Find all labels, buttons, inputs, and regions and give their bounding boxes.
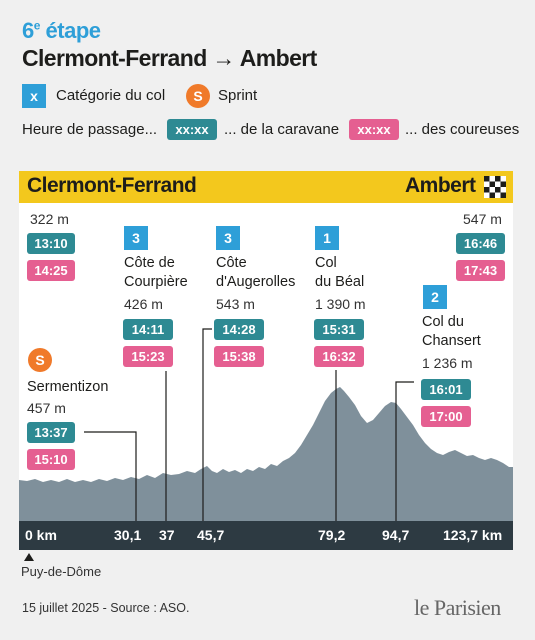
finish-city: Ambert <box>405 174 476 197</box>
riders-legend-label: ... des coureuses <box>405 121 520 138</box>
chansert-name-line1: Col du <box>422 314 464 330</box>
chansert-category-badge: 2 <box>423 285 447 309</box>
sprint-name: Sermentizon <box>27 379 109 395</box>
km-marker-finish: 123,7 km <box>443 527 503 543</box>
km-marker-beal: 79,2 <box>318 527 346 543</box>
elevation-profile <box>19 328 513 521</box>
sprint-legend-label: Sprint <box>218 87 258 104</box>
start-riders-time: 14:25 <box>27 260 75 281</box>
start-pointer-icon <box>24 553 34 561</box>
profile-header-bar <box>19 171 513 203</box>
courpiere-category-badge: 3 <box>124 226 148 250</box>
stage-number: 6e étape <box>22 18 101 43</box>
chansert-altitude: 1 236 m <box>422 355 473 371</box>
profile-shape <box>19 387 513 521</box>
chansert-riders-time: 17:00 <box>421 406 471 427</box>
km-marker-augerolles: 45,7 <box>197 527 225 543</box>
beal-caravan-time: 15:31 <box>314 319 364 340</box>
courpiere-altitude: 426 m <box>124 296 163 312</box>
finish-caravan-time: 16:46 <box>456 233 505 254</box>
distance-bar <box>19 521 513 550</box>
time-legend-label: Heure de passage... <box>22 121 158 138</box>
beal-category-badge: 1 <box>315 226 339 250</box>
sprint-caravan-time: 13:37 <box>27 422 75 443</box>
route-title: Clermont-Ferrand → Ambert <box>22 45 317 71</box>
augerolles-altitude: 543 m <box>216 296 255 312</box>
sprint-badge: S <box>28 348 52 372</box>
sprint-leader-line <box>84 431 137 521</box>
chansert-leader-line <box>395 381 414 521</box>
caravan-legend-label: ... de la caravane <box>224 121 340 138</box>
km-marker-start: 0 km <box>25 527 57 543</box>
sprint-altitude: 457 m <box>27 400 66 416</box>
km-marker-courpiere: 37 <box>159 527 175 543</box>
brand-logo: le Parisien <box>414 595 501 620</box>
augerolles-riders-time: 15:38 <box>214 346 264 367</box>
checkered-flag-icon <box>484 176 506 198</box>
beal-name-line2: du Béal <box>315 274 365 290</box>
augerolles-caravan-time: 14:28 <box>214 319 264 340</box>
beal-riders-time: 16:32 <box>314 346 364 367</box>
source-note: 15 juillet 2025 - Source : ASO. <box>22 601 190 615</box>
augerolles-name-line1: Côte <box>216 255 247 271</box>
start-caravan-time: 13:10 <box>27 233 75 254</box>
chansert-name-line2: Chansert <box>422 333 481 349</box>
category-legend-icon: x <box>22 84 46 108</box>
finish-riders-time: 17:43 <box>456 260 505 281</box>
category-legend-label: Catégorie du col <box>56 87 166 104</box>
courpiere-riders-time: 15:23 <box>123 346 173 367</box>
start-city: Clermont-Ferrand <box>27 174 197 197</box>
sprint-riders-time: 15:10 <box>27 449 75 470</box>
courpiere-caravan-time: 14:11 <box>123 319 173 340</box>
augerolles-leader-line <box>202 328 212 521</box>
beal-name-line1: Col <box>315 255 337 271</box>
riders-legend-sample: xx:xx <box>349 119 399 140</box>
caravan-legend-sample: xx:xx <box>167 119 217 140</box>
sprint-legend-icon: S <box>186 84 210 108</box>
km-marker-sprint: 30,1 <box>114 527 142 543</box>
courpiere-name-line2: Courpière <box>124 274 188 290</box>
finish-altitude: 547 m <box>463 211 502 227</box>
courpiere-name-line1: Côte de <box>124 255 175 271</box>
km-marker-chansert: 94,7 <box>382 527 410 543</box>
beal-altitude: 1 390 m <box>315 296 366 312</box>
start-location: Puy-de-Dôme <box>21 564 102 579</box>
augerolles-category-badge: 3 <box>216 226 240 250</box>
augerolles-name-line2: d'Augerolles <box>216 274 296 290</box>
chansert-caravan-time: 16:01 <box>421 379 471 400</box>
start-altitude: 322 m <box>30 211 69 227</box>
